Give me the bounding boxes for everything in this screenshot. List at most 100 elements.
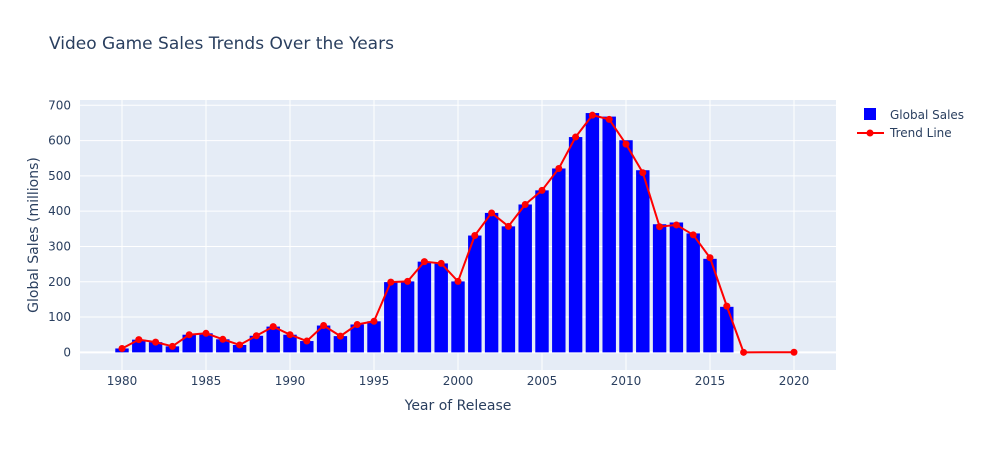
y-tick-label: 300: [48, 239, 71, 253]
bar-2007[interactable]: [568, 137, 583, 353]
trend-point-1980[interactable]: [118, 344, 126, 352]
trend-point-2006[interactable]: [555, 164, 563, 172]
bar-2010[interactable]: [619, 140, 633, 353]
trend-point-2011[interactable]: [639, 169, 647, 177]
trend-point-1985[interactable]: [202, 329, 210, 337]
bar-1994[interactable]: [350, 324, 364, 353]
trend-point-1992[interactable]: [320, 322, 328, 330]
trend-point-2000[interactable]: [454, 277, 462, 285]
trend-point-1995[interactable]: [370, 317, 378, 325]
y-axis-label: Global Sales (millions): [26, 157, 42, 313]
bar-1996[interactable]: [384, 282, 398, 353]
bar-2014[interactable]: [686, 233, 700, 353]
bar-2013[interactable]: [669, 222, 684, 353]
bar-1997[interactable]: [400, 281, 415, 353]
x-tick-label: 1990: [275, 374, 306, 388]
x-tick-label: 1995: [359, 374, 390, 388]
bar-1987[interactable]: [232, 344, 247, 353]
trend-point-2013[interactable]: [672, 221, 680, 229]
x-axis-ticks: 1980 1985 1990 1995 2000 2005 2010 2015 2020: [107, 374, 810, 388]
trend-point-1999[interactable]: [437, 259, 445, 267]
trend-point-2002[interactable]: [488, 209, 496, 217]
trend-point-1989[interactable]: [269, 323, 277, 331]
bar-2003[interactable]: [501, 226, 516, 353]
trend-point-1986[interactable]: [219, 335, 227, 343]
trend-point-1983[interactable]: [168, 342, 176, 350]
bar-2002[interactable]: [484, 212, 499, 353]
bar-1995[interactable]: [367, 321, 381, 353]
bar-2005[interactable]: [535, 190, 549, 353]
x-tick-label: 2005: [527, 374, 558, 388]
trend-point-1994[interactable]: [353, 320, 361, 328]
trend-point-1988[interactable]: [252, 332, 260, 340]
y-tick-label: 200: [48, 275, 71, 289]
bar-2006[interactable]: [552, 168, 566, 353]
legend-item-global-sales[interactable]: Global Sales: [864, 108, 964, 122]
bar-2000[interactable]: [451, 281, 465, 353]
y-tick-label: 0: [63, 345, 71, 359]
bar-series: [115, 113, 734, 353]
trend-point-1987[interactable]: [236, 341, 244, 349]
trend-point-2010[interactable]: [622, 140, 630, 148]
bar-2012[interactable]: [652, 224, 667, 353]
x-tick-label: 2000: [443, 374, 474, 388]
trend-point-1997[interactable]: [404, 277, 412, 285]
bar-1998[interactable]: [417, 261, 432, 353]
bar-2015[interactable]: [703, 258, 717, 353]
bar-1991[interactable]: [300, 341, 314, 353]
bar-1993[interactable]: [333, 336, 348, 353]
trend-point-2016[interactable]: [723, 302, 731, 310]
trend-point-2020[interactable]: [790, 348, 798, 356]
bar-1990[interactable]: [283, 334, 297, 353]
x-axis-label: Year of Release: [404, 398, 512, 414]
bar-2008[interactable]: [585, 113, 600, 353]
trend-point-2015[interactable]: [706, 254, 714, 262]
y-tick-label: 400: [48, 204, 71, 218]
bar-2016[interactable]: [720, 306, 734, 353]
trend-point-1990[interactable]: [286, 331, 294, 339]
trend-point-2005[interactable]: [538, 186, 546, 194]
x-tick-label: 2010: [611, 374, 642, 388]
legend-swatch-global-sales: [864, 108, 876, 120]
bar-2011[interactable]: [636, 170, 650, 353]
bar-1984[interactable]: [182, 334, 196, 353]
trend-point-1991[interactable]: [303, 337, 311, 345]
trend-point-1996[interactable]: [387, 278, 395, 286]
bar-2004[interactable]: [518, 204, 532, 353]
bar-2009[interactable]: [602, 116, 616, 353]
bar-1986[interactable]: [216, 339, 230, 353]
legend-item-trend-line[interactable]: Trend Line: [857, 126, 952, 140]
bar-1981[interactable]: [132, 339, 146, 353]
legend-label-global-sales: Global Sales: [890, 108, 964, 122]
legend[interactable]: Global Sales Trend Line: [857, 108, 964, 140]
bar-1982[interactable]: [148, 342, 163, 353]
bar-1988[interactable]: [249, 335, 264, 353]
bar-1999[interactable]: [434, 263, 448, 353]
trend-point-2012[interactable]: [656, 223, 664, 231]
x-tick-label: 2015: [695, 374, 726, 388]
trend-point-2014[interactable]: [689, 231, 697, 239]
trend-point-2009[interactable]: [605, 115, 613, 123]
y-axis-ticks: 0 100 200 300 400 500 600 700: [48, 98, 71, 359]
bar-2001[interactable]: [468, 235, 482, 353]
x-tick-label: 2020: [779, 374, 810, 388]
trend-point-2008[interactable]: [588, 111, 596, 119]
trend-point-1982[interactable]: [152, 338, 160, 346]
trend-point-1984[interactable]: [185, 331, 193, 339]
y-tick-label: 100: [48, 310, 71, 324]
trend-point-2003[interactable]: [504, 222, 512, 230]
trend-point-2004[interactable]: [521, 200, 529, 208]
trend-point-2007[interactable]: [572, 133, 580, 141]
trend-point-2017[interactable]: [740, 348, 748, 356]
trend-point-1998[interactable]: [420, 258, 428, 266]
trend-point-1981[interactable]: [135, 336, 143, 344]
y-tick-label: 700: [48, 98, 71, 112]
bar-1985[interactable]: [199, 333, 213, 353]
bar-1992[interactable]: [316, 325, 331, 353]
trend-point-2001[interactable]: [471, 232, 479, 240]
y-tick-label: 500: [48, 169, 71, 183]
x-tick-label: 1985: [191, 374, 222, 388]
bar-1989[interactable]: [266, 326, 280, 353]
trend-point-1993[interactable]: [336, 332, 344, 340]
